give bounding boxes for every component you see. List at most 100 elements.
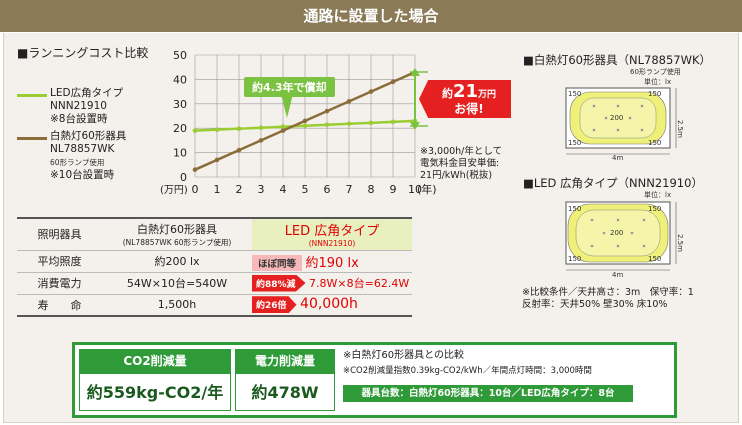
table-header-inc: 白熱灯60形器具 (NL78857WK 60形ランプ使用): [102, 217, 252, 251]
row-label: 平均照度: [17, 250, 102, 273]
row-led-cell: 約88%減 7.8W×8台=62.4W: [252, 272, 412, 295]
cost-section-title: ■ランニングコスト比較: [17, 46, 149, 60]
floor-led-val-4: 150: [568, 255, 581, 263]
cost-chart: 0 10 20 30 40 50 0 1 2 3 4 5 6 7 8 9 10 (年) (万円): [160, 49, 437, 196]
y-tick-label: 40: [173, 73, 187, 86]
payback-label: 約4.3年で償却: [252, 81, 327, 94]
legend-led-count: ※8台設置時: [50, 113, 108, 125]
x-tick-label: 2: [236, 183, 243, 196]
floor-led-height: 2.5m: [676, 234, 684, 252]
x-tick-label: 0: [192, 183, 199, 196]
row-label: 消費電力: [17, 272, 102, 295]
y-tick-label: 0: [180, 171, 187, 184]
floor-inc-val-4: 150: [568, 139, 581, 147]
legend-inc-label: 白熱灯60形器具: [50, 130, 127, 142]
led-header-title: LED 広角タイプ: [284, 224, 380, 240]
x-tick-label: 1: [214, 183, 221, 196]
conditions-note: ※比較条件／天井高さ：3m 保守率：1 反射率：天井50% 壁30% 床10%: [522, 287, 694, 311]
series-point-1: [258, 138, 264, 143]
row-led: 40,000h: [300, 296, 358, 313]
row-inc: 54W×10台=540W: [102, 272, 252, 295]
row-led: 7.8W×8台=62.4W: [309, 276, 410, 290]
chart-y-unit: (万円): [160, 185, 188, 196]
floor-led-val-3: 150: [648, 205, 661, 213]
floor-led-val-2: 200: [610, 229, 623, 237]
table-row: 消費電力 54W×10台=540W 約88%減 7.8W×8台=62.4W: [17, 272, 412, 295]
chart-x-unit: (年): [417, 182, 437, 196]
legend-led: LED広角タイプ NNN21910 ※8台設置時: [50, 87, 123, 126]
co2-value: 約559kg-CO2/年: [79, 373, 231, 411]
floor-inc-height: 2.5m: [676, 120, 684, 138]
power-value: 約478W: [235, 373, 335, 411]
chart-x-ticks: 0 1 2 3 4 5 6 7 8 9 10: [192, 183, 423, 196]
series-point-1: [368, 89, 374, 94]
floor-led-val-1: 150: [568, 205, 581, 213]
conditions-line-2: 反射率：天井50% 壁30% 床10%: [522, 299, 668, 310]
series-point-1: [302, 118, 308, 124]
floor-inc-sub: 60形ランプ使用: [630, 68, 681, 76]
x-tick-label: 4: [280, 183, 287, 196]
series-point-1: [280, 128, 286, 133]
floor-inc-width: 4m: [612, 154, 623, 161]
page-title: 通路に設置した場合: [303, 7, 439, 25]
gain-bracket: [410, 68, 428, 130]
series-point-0: [302, 123, 308, 129]
fixture-count: 器具台数：白熱灯60形器具：10台／LED広角タイプ：8台: [343, 385, 633, 402]
row-inc: 約200 lx: [102, 250, 252, 273]
row-badge: ほぼ同等: [252, 254, 303, 271]
table-row: 寿 命 1,500h 約26倍 40,000h: [17, 294, 412, 317]
series-point-1: [346, 99, 352, 104]
table-header-led: LED 広角タイプ (NNN21910): [252, 217, 412, 251]
y-tick-label: 50: [173, 49, 187, 62]
gain-pre: 約: [441, 87, 453, 100]
series-point-0: [214, 127, 220, 132]
co2-note-2: ※CO2削減量指数0.39kg-CO2/kWh／年間点灯時間：3,000時間: [343, 366, 592, 376]
gain-value: 21: [452, 81, 479, 102]
floor-inc-diagram: 150 150 200 150 150 4m 2.5m: [565, 87, 684, 161]
y-tick-label: 10: [173, 147, 187, 160]
row-label: 寿 命: [17, 294, 102, 317]
row-badge: 約26倍: [252, 296, 297, 314]
series-point-0: [324, 122, 330, 128]
x-tick-label: 9: [390, 183, 397, 196]
series-point-0: [346, 121, 352, 127]
gain-unit: 万円: [478, 90, 497, 100]
floor-led-diagram: 150 150 200 150 150 4m 2.5m: [565, 201, 684, 278]
series-point-1: [214, 157, 220, 163]
legend-inc-count: ※10台設置時: [50, 169, 115, 181]
x-tick-label: 5: [302, 183, 309, 196]
comparison-table: 照明器具 白熱灯60形器具 (NL78857WK 60形ランプ使用) LED 広…: [17, 217, 412, 317]
floor-inc-val-3: 150: [648, 90, 661, 98]
gain-callout: 約21万円 お得!: [419, 80, 511, 118]
floor-led-val-5: 150: [648, 255, 661, 263]
series-point-0: [258, 125, 264, 131]
cost-note-1: ※3,000h/年として: [420, 146, 503, 157]
floor-led-title: ■LED 広角タイプ（NNN21910）: [523, 176, 703, 190]
gain-post: お得!: [454, 102, 484, 116]
legend-led-swatch: [17, 94, 47, 97]
series-point-1: [192, 167, 198, 172]
co2-summary-box: CO2削減量 約559kg-CO2/年 電力削減量 約478W ※白熱灯60形器…: [72, 342, 677, 418]
series-point-0: [390, 119, 396, 125]
power-head: 電力削減量: [235, 349, 335, 373]
series-point-0: [280, 124, 286, 130]
cost-note-2: 電気料金目安単価:: [420, 158, 500, 169]
table-row: 平均照度 約200 lx ほぼ同等 約190 lx: [17, 250, 412, 273]
payback-callout: 約4.3年で償却: [244, 77, 335, 97]
series-point-0: [192, 128, 198, 133]
chart-grid: [194, 54, 416, 178]
legend-inc: 白熱灯60形器具 NL78857WK 60形ランプ使用 ※10台設置時: [50, 130, 126, 182]
x-tick-label: 3: [258, 183, 265, 196]
floor-led-unit: 単位：lx: [644, 191, 672, 199]
row-led-cell: ほぼ同等 約190 lx: [252, 250, 412, 273]
y-tick-label: 30: [173, 98, 187, 111]
floor-inc-unit: 単位：lx: [644, 78, 672, 86]
co2-note-1: ※白熱灯60形器具との比較: [343, 350, 465, 361]
x-tick-label: 10: [408, 183, 422, 196]
legend-inc-swatch: [17, 137, 47, 140]
row-led-cell: 約26倍 40,000h: [252, 294, 412, 317]
x-tick-label: 6: [324, 183, 331, 196]
floor-inc-val-2: 200: [610, 114, 623, 122]
series-point-0: [236, 126, 242, 131]
chart-y-ticks: 0 10 20 30 40 50: [173, 49, 187, 184]
